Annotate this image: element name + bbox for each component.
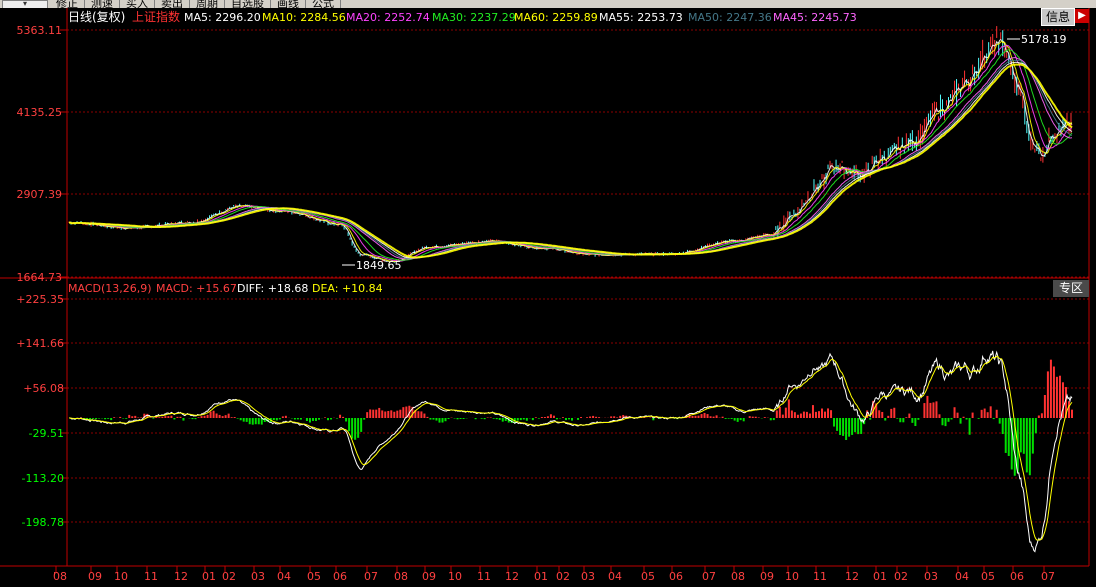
macd-axis-label: +225.35	[16, 293, 64, 306]
ma-value-label: MA10: 2284.56	[262, 11, 346, 24]
date-axis-label: 10	[785, 570, 799, 583]
date-axis-label: 03	[581, 570, 595, 583]
ma-value-label: MA45: 2245.73	[773, 11, 857, 24]
dea-line	[69, 355, 1073, 541]
date-axis-label: 11	[477, 570, 491, 583]
ma-value-label: MA60: 2259.89	[514, 11, 598, 24]
menu-item-speed[interactable]: 测速	[85, 0, 120, 8]
date-axis-label: 05	[641, 570, 655, 583]
menu-bar: ▾ 修正 测速 买入 卖出 周期 自选股 画线 公式	[0, 0, 1096, 8]
date-axis-label: 07	[702, 570, 716, 583]
ma-line-20	[68, 44, 1073, 262]
date-axis-label: 04	[277, 570, 291, 583]
axes: 5363.11 4135.25 2907.39 1664.73 +225.35 +141.…	[0, 8, 1090, 583]
price-panel: 5178.19 1849.65	[68, 26, 1073, 272]
date-axis-label: 11	[144, 570, 158, 583]
macd-axis-label: +56.08	[23, 382, 64, 395]
date-axis-label: 12	[845, 570, 859, 583]
date-axis-label: 10	[448, 570, 462, 583]
price-axis-label: 2907.39	[17, 188, 63, 201]
date-axis-label: 06	[669, 570, 683, 583]
date-axis-label: 09	[422, 570, 436, 583]
date-axis-label: 05	[307, 570, 321, 583]
date-axis-label: 06	[1010, 570, 1024, 583]
date-axis-label: 02	[556, 570, 570, 583]
price-axis-label: 4135.25	[17, 106, 63, 119]
date-axis-label: 01	[534, 570, 548, 583]
diff-value: DIFF: +18.68	[237, 282, 308, 295]
date-axis-label: 12	[505, 570, 519, 583]
macd-axis-label: +141.66	[16, 337, 64, 350]
date-axis-label: 06	[333, 570, 347, 583]
date-axis-label: 01	[202, 570, 216, 583]
index-name-label: 上证指数	[132, 9, 180, 24]
dea-value: DEA: +10.84	[312, 282, 383, 295]
chart-period-label: 日线(复权)	[68, 10, 125, 24]
date-axis-label: 12	[174, 570, 188, 583]
zone-button[interactable]: 专区	[1053, 280, 1089, 297]
ma-value-label: MA5: 2296.20	[184, 11, 261, 24]
ma-value-label: MA30: 2237.29	[432, 11, 516, 24]
date-axis-label: 03	[251, 570, 265, 583]
macd-title: MACD(13,26,9)	[68, 282, 152, 295]
menu-item-buy[interactable]: 买入	[120, 0, 155, 8]
macd-axis-label: -29.51	[29, 427, 64, 440]
ma-value-label: MA50: 2247.36	[688, 11, 772, 24]
date-axis-label: 02	[894, 570, 908, 583]
date-axis-label: 01	[873, 570, 887, 583]
date-axis-label: 09	[760, 570, 774, 583]
ma-value-label: MA55: 2253.73	[599, 11, 683, 24]
date-axis-label: 08	[53, 570, 67, 583]
diff-line	[68, 350, 1073, 553]
ma-line-10	[68, 40, 1073, 263]
price-axis-label: 1664.73	[17, 271, 63, 284]
date-axis-label: 04	[955, 570, 969, 583]
chart-grid	[67, 29, 1089, 523]
date-axis-label: 08	[731, 570, 745, 583]
menu-item-sell[interactable]: 卖出	[155, 0, 190, 8]
ma-line-50	[68, 59, 1073, 259]
ma-line-30	[68, 49, 1073, 261]
date-axis-label: 05	[981, 570, 995, 583]
ma-value-label: MA20: 2252.74	[346, 11, 430, 24]
date-axis-label: 07	[364, 570, 378, 583]
macd-value: MACD: +15.67	[156, 282, 237, 295]
date-axis-label: 03	[924, 570, 938, 583]
date-axis-label: 08	[394, 570, 408, 583]
menu-item-watchlist[interactable]: 自选股	[225, 0, 271, 8]
collapse-arrow-icon[interactable]: ▶	[1075, 9, 1089, 23]
price-axis-label: 5363.11	[17, 24, 63, 37]
menu-item-period[interactable]: 周期	[190, 0, 225, 8]
menu-item-draw[interactable]: 画线	[271, 0, 306, 8]
macd-panel	[68, 350, 1073, 553]
date-axis-label: 04	[608, 570, 622, 583]
macd-axis-label: -113.20	[22, 472, 64, 485]
macd-histogram	[71, 359, 1073, 476]
high-annotation: 5178.19	[1021, 33, 1067, 46]
date-axis-apostrophe: '	[53, 570, 56, 583]
date-axis-label: 09	[88, 570, 102, 583]
macd-axis-label: -198.78	[22, 516, 64, 529]
date-axis-label: 11	[813, 570, 827, 583]
date-axis-label: 07	[1041, 570, 1055, 583]
menu-item-fix[interactable]: 修正	[50, 0, 85, 8]
ma-line-60	[68, 63, 1073, 259]
date-axis-label: 10	[114, 570, 128, 583]
info-button[interactable]: 信息	[1041, 8, 1075, 26]
ma-line-5	[68, 38, 1073, 263]
low-annotation: 1849.65	[356, 259, 402, 272]
ma-line-45	[68, 57, 1073, 260]
ma-line-55	[68, 61, 1073, 259]
menu-item-formula[interactable]: 公式	[306, 0, 341, 8]
toolbar-dropdown[interactable]: ▾	[2, 0, 48, 8]
date-axis-label: 02	[222, 570, 236, 583]
